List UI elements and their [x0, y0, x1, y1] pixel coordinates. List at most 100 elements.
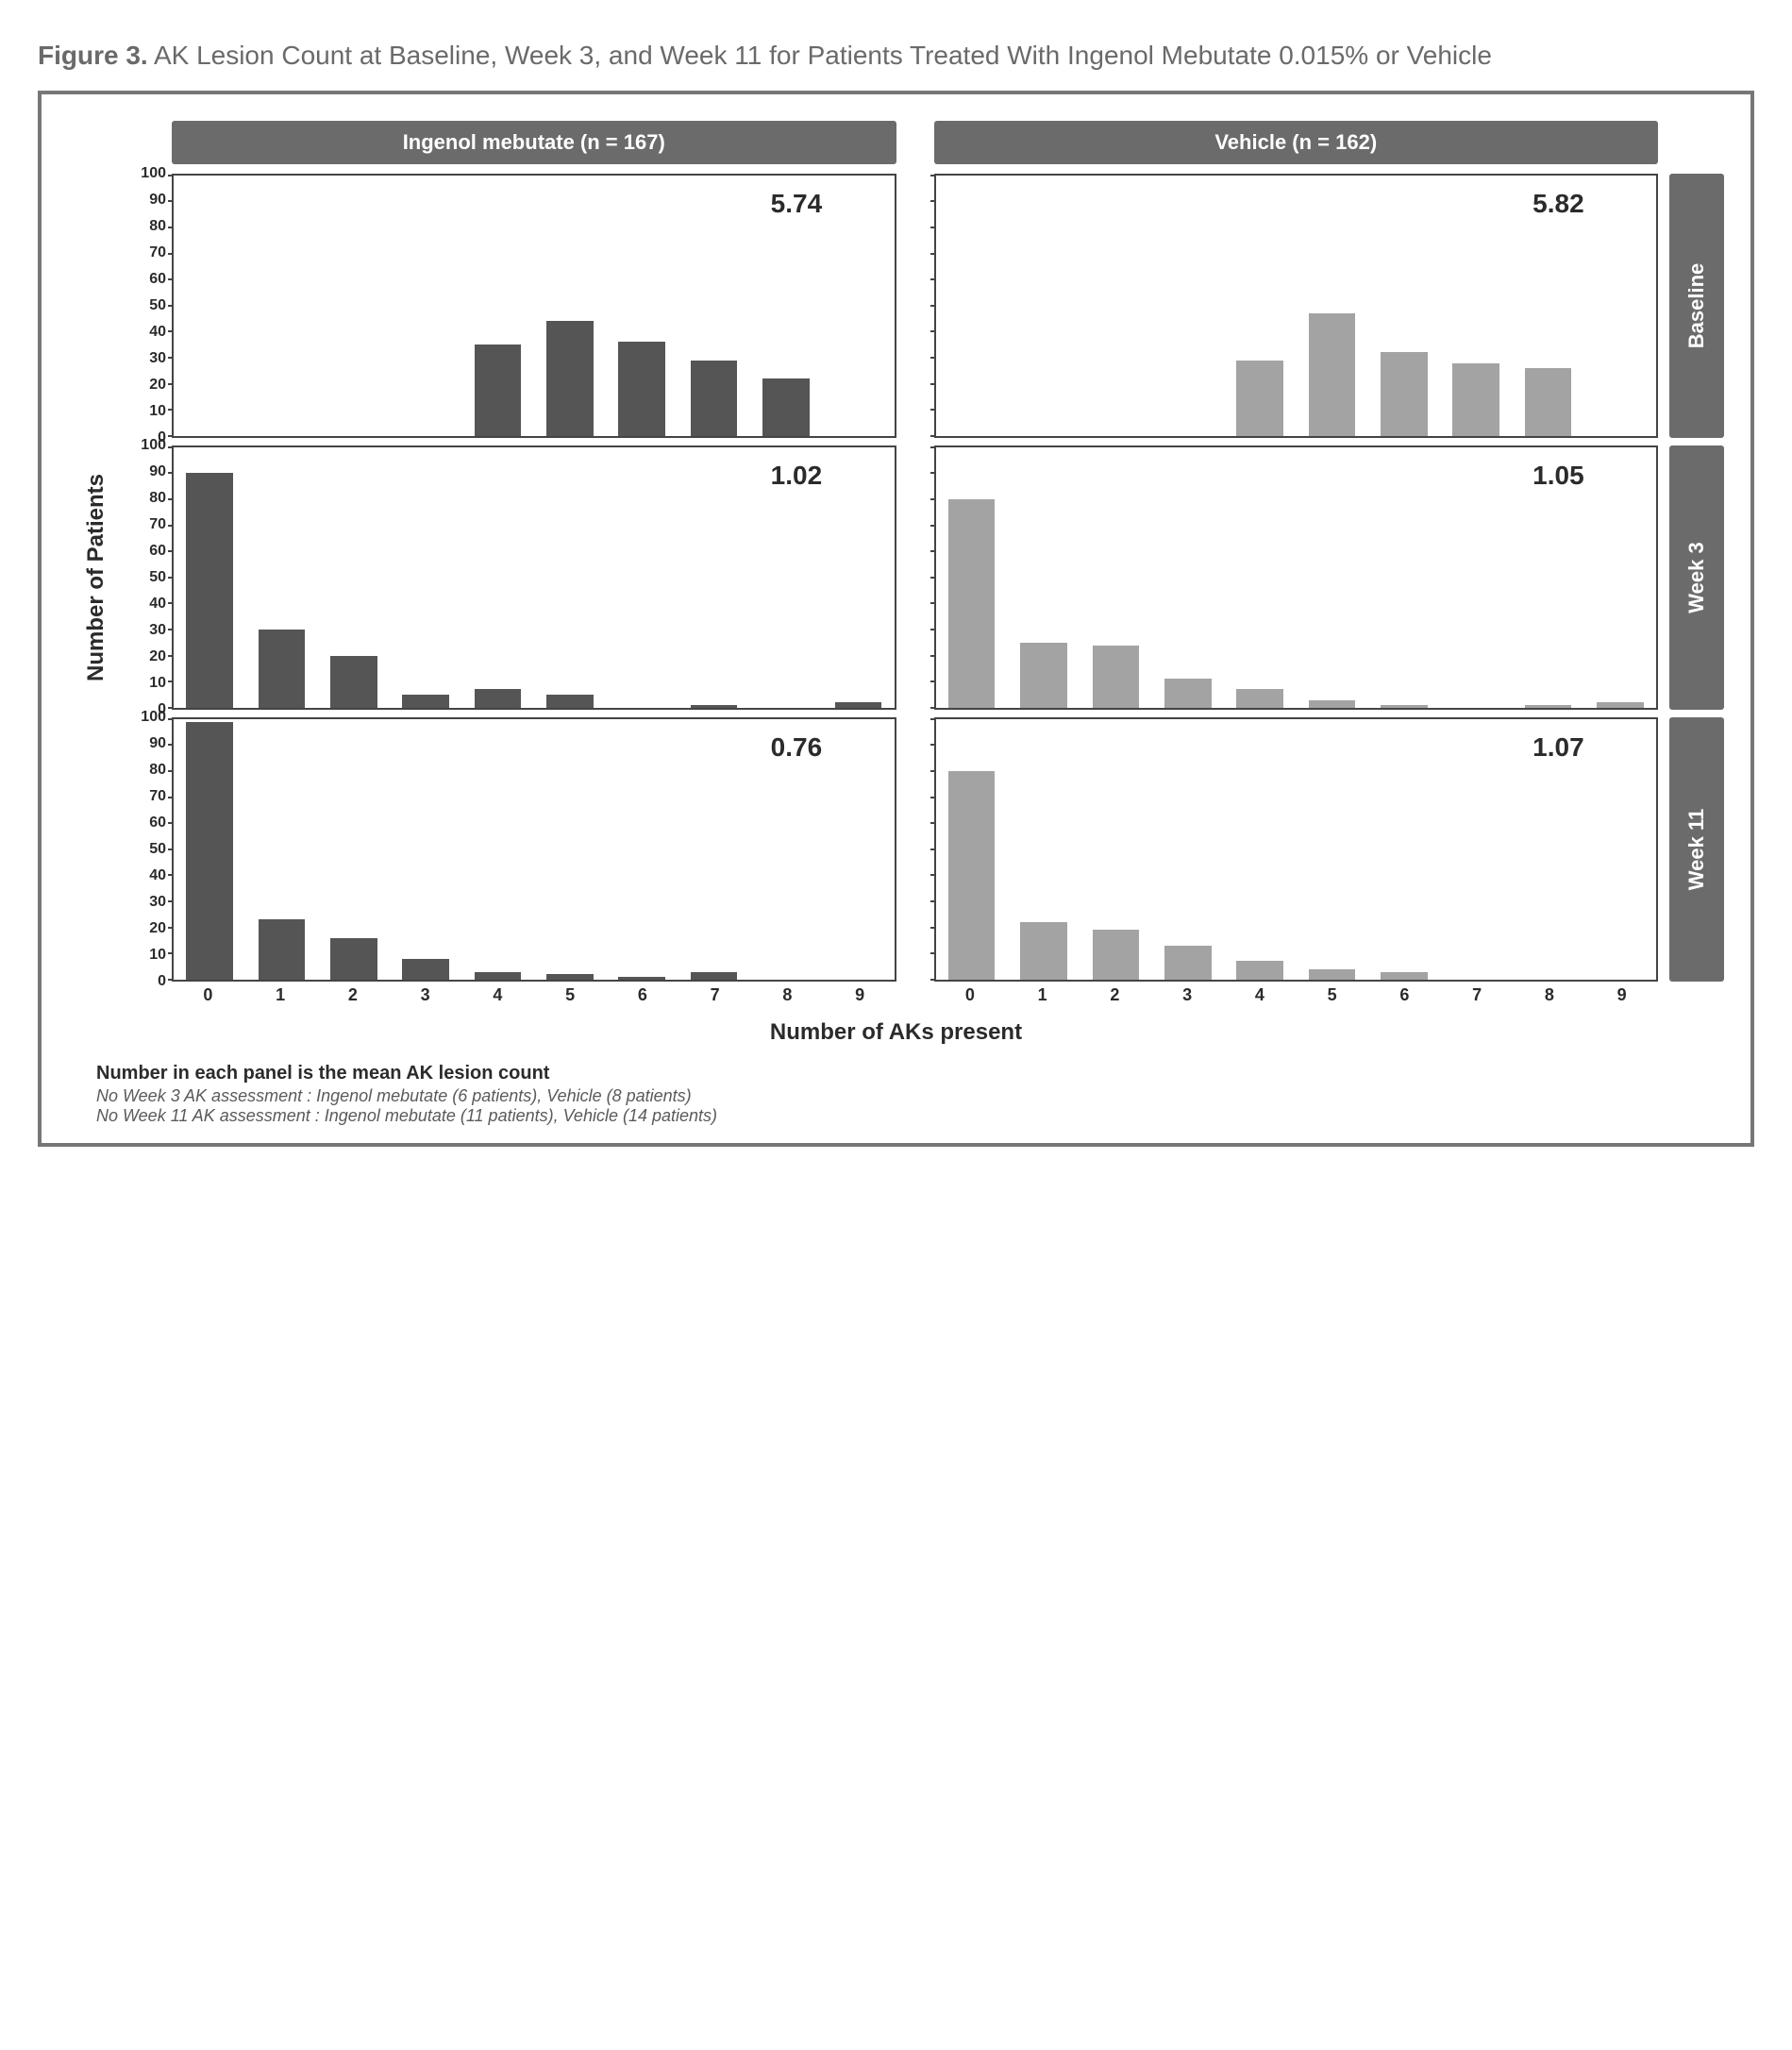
y-tick: 20 [149, 921, 166, 936]
y-tick: 100 [141, 438, 166, 453]
bar [691, 361, 738, 436]
x-tick: 7 [711, 985, 720, 1005]
y-ticks: 0102030405060708090100 [125, 445, 172, 710]
bar [835, 702, 882, 708]
bar [1164, 679, 1212, 707]
panel-week11-ingenol: 0.76 [172, 717, 896, 982]
bar [1525, 368, 1572, 436]
panel-rows: 01020304050607080901005.745.82BaselineNu… [68, 174, 1724, 982]
y-tick: 60 [149, 815, 166, 831]
y-tick: 40 [149, 597, 166, 612]
bar [330, 938, 377, 980]
bar [186, 722, 233, 980]
x-tick: 4 [493, 985, 502, 1005]
panel-week3-vehicle: 1.05 [934, 445, 1659, 710]
bar [1525, 705, 1572, 708]
bar [1381, 705, 1428, 708]
y-ticks: 0102030405060708090100 [125, 174, 172, 438]
y-ticks: 0102030405060708090100 [125, 717, 172, 982]
y-tick: 10 [149, 404, 166, 419]
y-tick: 20 [149, 378, 166, 393]
y-tick: 80 [149, 763, 166, 778]
x-tick: 5 [1328, 985, 1337, 1005]
mean-label: 1.05 [1532, 461, 1584, 491]
x-tick: 2 [348, 985, 358, 1005]
bar [948, 771, 996, 980]
bar [691, 972, 738, 980]
figure-caption: AK Lesion Count at Baseline, Week 3, and… [154, 41, 1492, 70]
panel-row-week11: 01020304050607080901000.761.07Week 11 [68, 717, 1724, 982]
y-tick: 40 [149, 868, 166, 883]
bar [546, 695, 594, 708]
y-tick: 70 [149, 789, 166, 804]
bar [1309, 313, 1356, 436]
mean-label: 1.02 [771, 461, 823, 491]
x-tick: 8 [782, 985, 792, 1005]
x-tick: 2 [1110, 985, 1119, 1005]
bar [1093, 930, 1140, 979]
bar [1236, 361, 1283, 436]
bar [475, 689, 522, 707]
bar [948, 499, 996, 708]
x-ticks-vehicle: 0123456789 [934, 982, 1659, 1010]
bar [259, 919, 306, 979]
bar [475, 972, 522, 980]
mean-label: 5.74 [771, 189, 823, 219]
bar [186, 473, 233, 707]
figure-title: Figure 3. AK Lesion Count at Baseline, W… [38, 38, 1754, 74]
x-tick: 1 [1038, 985, 1047, 1005]
y-tick: 0 [158, 974, 166, 989]
y-tick: 30 [149, 351, 166, 366]
y-tick: 20 [149, 649, 166, 664]
mean-label: 1.07 [1532, 732, 1584, 763]
row-label-week3: Week 3 [1669, 445, 1724, 710]
panel-baseline-ingenol: 5.74 [172, 174, 896, 438]
y-tick: 60 [149, 544, 166, 559]
panel-row-baseline: 01020304050607080901005.745.82Baseline [68, 174, 1724, 438]
x-ticks-ingenol: 0123456789 [172, 982, 896, 1010]
footnotes: Number in each panel is the mean AK lesi… [96, 1063, 1724, 1126]
bar [1381, 352, 1428, 435]
bar [762, 378, 810, 436]
bar [1309, 700, 1356, 708]
y-tick: 70 [149, 517, 166, 532]
bar [546, 974, 594, 980]
mean-label: 0.76 [771, 732, 823, 763]
x-tick: 4 [1255, 985, 1264, 1005]
y-tick: 60 [149, 272, 166, 287]
x-tick: 0 [965, 985, 975, 1005]
y-tick: 80 [149, 219, 166, 234]
bar [691, 705, 738, 708]
bar [1452, 363, 1499, 436]
panel-week11-vehicle: 1.07 [934, 717, 1659, 982]
bar [259, 630, 306, 708]
footnote-line-2: No Week 11 AK assessment : Ingenol mebut… [96, 1106, 1724, 1126]
bar [1597, 702, 1644, 708]
row-label-week11: Week 11 [1669, 717, 1724, 982]
bar [546, 321, 594, 435]
x-tick: 7 [1472, 985, 1482, 1005]
y-tick: 50 [149, 570, 166, 585]
x-ticks-row: 01234567890123456789 [68, 982, 1724, 1010]
footnote-heading: Number in each panel is the mean AK lesi… [96, 1063, 1724, 1084]
x-tick: 0 [203, 985, 212, 1005]
panel-week3-ingenol: 1.02 [172, 445, 896, 710]
bar [1236, 961, 1283, 979]
y-tick: 80 [149, 491, 166, 506]
x-tick: 9 [855, 985, 864, 1005]
bar [330, 656, 377, 708]
y-tick: 90 [149, 464, 166, 479]
bar [1020, 922, 1067, 980]
figure-frame: Ingenol mebutate (n = 167) Vehicle (n = … [38, 91, 1754, 1147]
chart-grid: Ingenol mebutate (n = 167) Vehicle (n = … [68, 121, 1724, 1126]
bar [475, 344, 522, 436]
col-header-ingenol: Ingenol mebutate (n = 167) [172, 121, 896, 164]
x-tick: 6 [638, 985, 647, 1005]
y-tick: 50 [149, 298, 166, 313]
bar [618, 977, 665, 980]
bar [1236, 689, 1283, 707]
bar [402, 695, 449, 708]
x-tick: 6 [1399, 985, 1409, 1005]
mean-label: 5.82 [1532, 189, 1584, 219]
y-tick: 100 [141, 710, 166, 725]
